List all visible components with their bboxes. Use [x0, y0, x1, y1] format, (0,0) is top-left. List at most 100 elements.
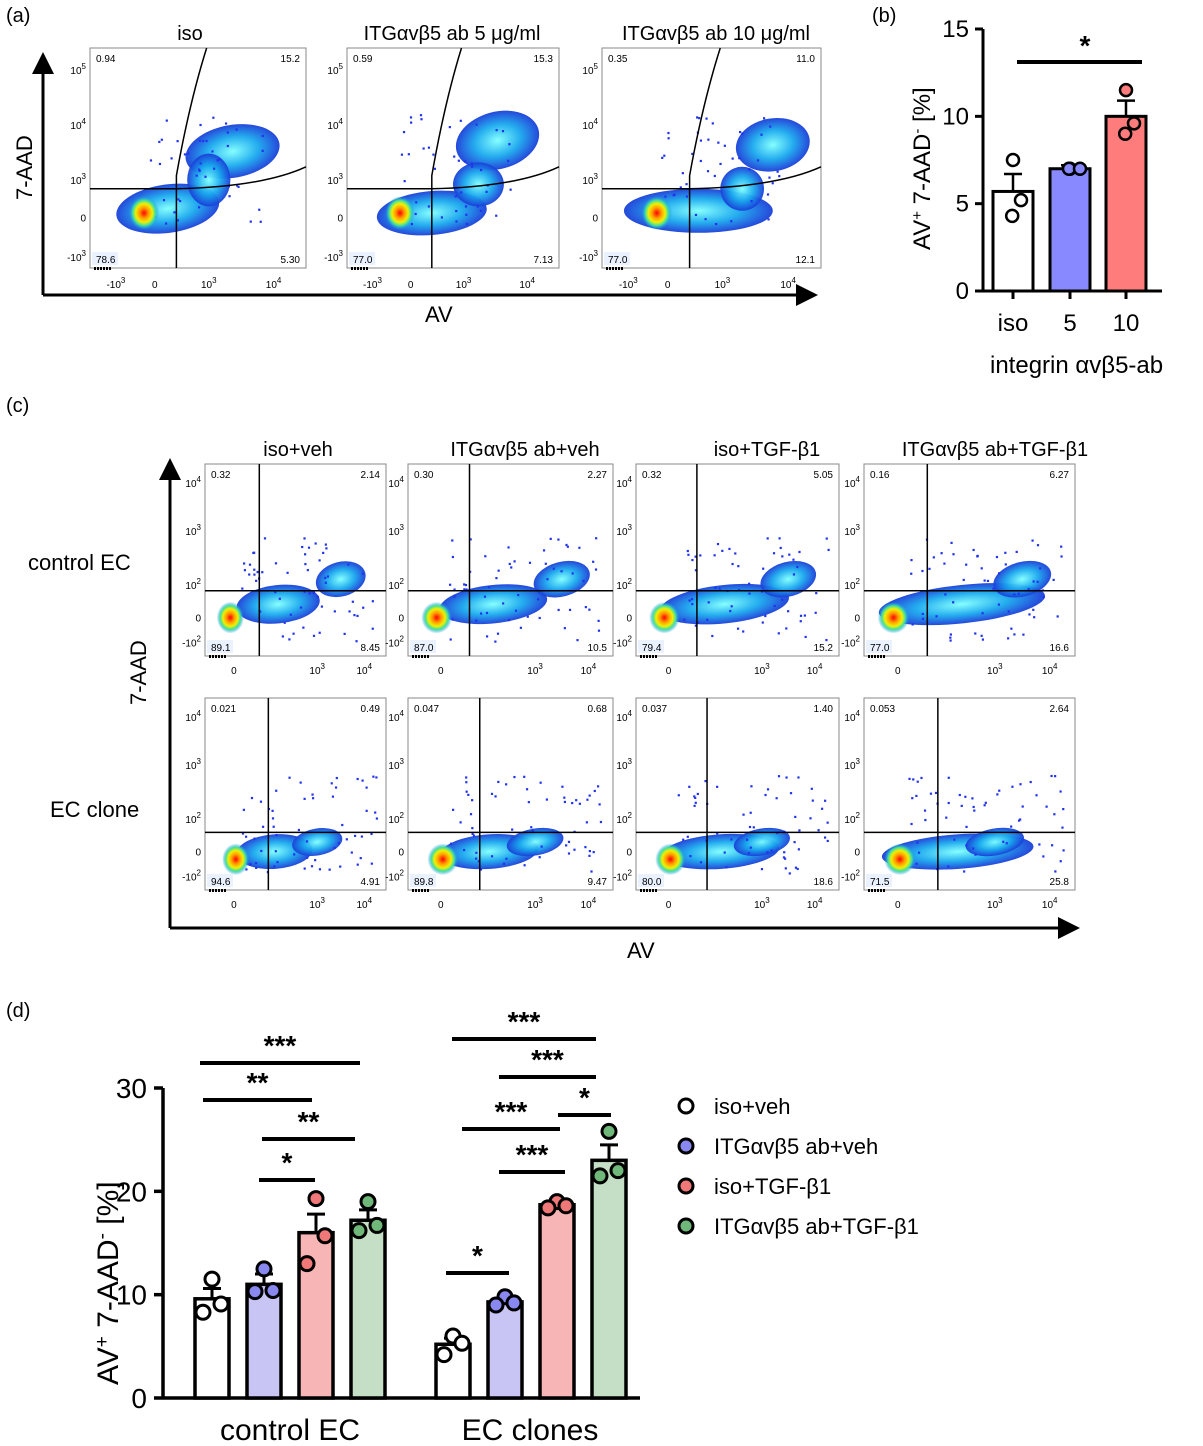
panel-c-xtick-1-2-1-base: 10 [754, 900, 766, 911]
panel-c-ytick-1-3-2-exp: 2 [856, 811, 861, 820]
panel-a-plot-0-dot [258, 208, 261, 211]
panel-d-sig-star-ctrl: ** [247, 1067, 269, 1098]
panel-c-plot-1-1-dot [477, 860, 480, 863]
panel-c-plot-1-0-rug [221, 889, 223, 892]
panel-c-xtick-0-1-1-base: 10 [527, 666, 539, 677]
panel-c-plot-0-2-dot [683, 618, 686, 621]
panel-c-plot-0-1-dot [496, 632, 500, 635]
panel-a-plot-1-dot [457, 159, 460, 162]
panel-d-sig-star-ctrl: ** [298, 1106, 320, 1137]
panel-c-plot-0-1-dot [508, 562, 511, 566]
panel-a-xtick-1-3-base: 10 [519, 280, 531, 291]
panel-c-xtick-0-1-0: 0 [438, 666, 444, 677]
panel-c-plot-0-3-dot [921, 617, 925, 620]
panel-a-plot-1-dot [420, 118, 423, 121]
panel-c-plot-0-1-dot [479, 612, 483, 615]
panel-c-plot-0-3-dot [1004, 551, 1007, 554]
panel-c-row-label-control: control EC [28, 550, 131, 575]
panel-c-ytick-0-3-0-base: 10 [844, 479, 856, 490]
panel-c-plot-0-1-q-ll-bg [410, 640, 436, 653]
panel-c-plot-1-0-dot [303, 867, 306, 870]
panel-a-plot-1-dot [432, 153, 435, 156]
panel-a-plot-0-q-lr: 5.30 [281, 255, 301, 266]
panel-a-plot-2-cloud-1 [735, 118, 810, 172]
panel-c-plot-0-1-dot [517, 593, 520, 597]
panel-c-plot-0-1-dot [494, 640, 497, 643]
panel-c-ytick-1-3-1: 103 [844, 757, 860, 772]
panel-b-letter: (b) [872, 5, 896, 27]
panel-c-plot-0-2-dot [760, 590, 764, 593]
panel-c-ytick-0-1-4: -102 [385, 635, 404, 650]
panel-c-ytick-1-1-3-base: 0 [398, 848, 404, 859]
panel-a-plot-2-dot [750, 200, 753, 203]
panel-a-plot-2-rug [621, 267, 623, 270]
panel-a-xtick-1-1-base: 0 [408, 280, 414, 291]
panel-a-plot-0-dot [198, 206, 201, 209]
panel-c-plot-1-3-dot [958, 793, 961, 797]
panel-c-plot-0-1-q-ul: 0.30 [414, 470, 434, 481]
panel-d-legend-marker-0 [677, 1097, 695, 1115]
panel-d-point [539, 1199, 557, 1217]
panel-c-plot-1-1-rug [421, 889, 423, 892]
panel-d-point [307, 1190, 325, 1208]
panel-c-plot-0-1-dot [592, 560, 595, 563]
panel-d-ytick-label: 0 [131, 1383, 147, 1414]
panel-c-plot-1-3-dot [1051, 844, 1054, 847]
panel-c-xtick-0-1-0-base: 0 [438, 666, 444, 677]
panel-c-plot-0-0-dot [322, 551, 325, 555]
panel-c-plot-1-1-dot [538, 856, 541, 859]
panel-c-y-arrow [159, 458, 181, 480]
panel-a-plot-0-rug [103, 267, 105, 270]
panel-a-plot-1-dot [465, 213, 468, 216]
panel-c-plot-1-0-dot [337, 842, 340, 845]
panel-a-plot-0-dot [261, 149, 264, 152]
panel-c-xtick-1-3-2-base: 10 [1042, 900, 1054, 911]
panel-c-plot-0-0-dot [248, 563, 252, 566]
panel-a-plot-2-dot [717, 141, 720, 144]
panel-c-plot-0-2-dot [748, 582, 751, 585]
panel-c-ytick-1-3-3: 0 [854, 848, 860, 859]
panel-c-xtick-0-0-2-base: 10 [356, 666, 368, 677]
panel-c-plot-0-0-dot [288, 638, 291, 641]
panel-c-plot-0-1-q-ll: 87.0 [414, 643, 434, 654]
panel-c-plot-0-0-dot [304, 563, 307, 566]
panel-c-ytick-1-2-0: 104 [616, 709, 632, 724]
panel-c-plot-0-2-dot [762, 567, 765, 570]
panel-c-xtick-0-2-1-exp: 3 [765, 662, 770, 671]
panel-c-plot-0-2-dot [777, 632, 780, 635]
panel-c-plot-0-0-dot [312, 634, 316, 637]
panel-a-plot-2-dot [741, 132, 744, 135]
panel-c-plot-0-1-dot [453, 595, 456, 598]
panel-c-ytick-0-3-2-exp: 2 [856, 577, 861, 586]
panel-d-group-label-1: EC clones [462, 1414, 599, 1446]
panel-a-plot-0-dot [218, 158, 221, 161]
panel-c-plot-1-0-q-ll-bg [207, 874, 233, 887]
panel-c-ytick-0-1-4-base: -10 [385, 639, 400, 650]
panel-c-plot-1-3-rug [868, 889, 870, 892]
panel-c-plot-1-1-dot [505, 783, 508, 786]
panel-c-plot-1-0-dot [333, 846, 336, 850]
panel-c-plot-1-2-rug [655, 889, 657, 892]
panel-c-plot-1-2-dot [788, 872, 791, 875]
panel-c-ytick-1-3-1-exp: 3 [856, 757, 861, 766]
panel-c-plot-1-0-dot [328, 868, 331, 871]
panel-c-plot-0-0-dot [259, 610, 262, 613]
panel-c-plot-1-3-dot [1059, 790, 1062, 793]
panel-c-plot-1-2-dot [823, 836, 827, 839]
panel-c-plot-0-0-q-ul: 0.32 [211, 470, 231, 481]
panel-c-plot-0-2-dot [778, 537, 781, 540]
panel-c-plot-1-2-q-ll: 80.0 [642, 877, 662, 888]
panel-a-plot-0-rug [94, 267, 96, 270]
panel-c-ytick-1-1-0-base: 10 [388, 713, 400, 724]
panel-c-ytick-0-1-0: 104 [388, 475, 404, 490]
panel-a-plot-0-dot [197, 168, 201, 171]
panel-a-plot-0-q-ll: 78.6 [96, 255, 116, 266]
panel-c-plot-1-1-dot [465, 776, 468, 779]
panel-c-plot-1-1-dot [565, 844, 568, 847]
panel-c-plot-0-3-rug [877, 655, 879, 658]
panel-c-plot-0-3-dot [1060, 555, 1063, 558]
panel-c-plot-1-3-cloud-1 [965, 827, 1025, 857]
panel-c-plot-0-2-rug [652, 655, 654, 658]
panel-c-plot-1-3-dot [924, 818, 927, 822]
panel-c-plot-0-3-dot [1007, 610, 1010, 613]
